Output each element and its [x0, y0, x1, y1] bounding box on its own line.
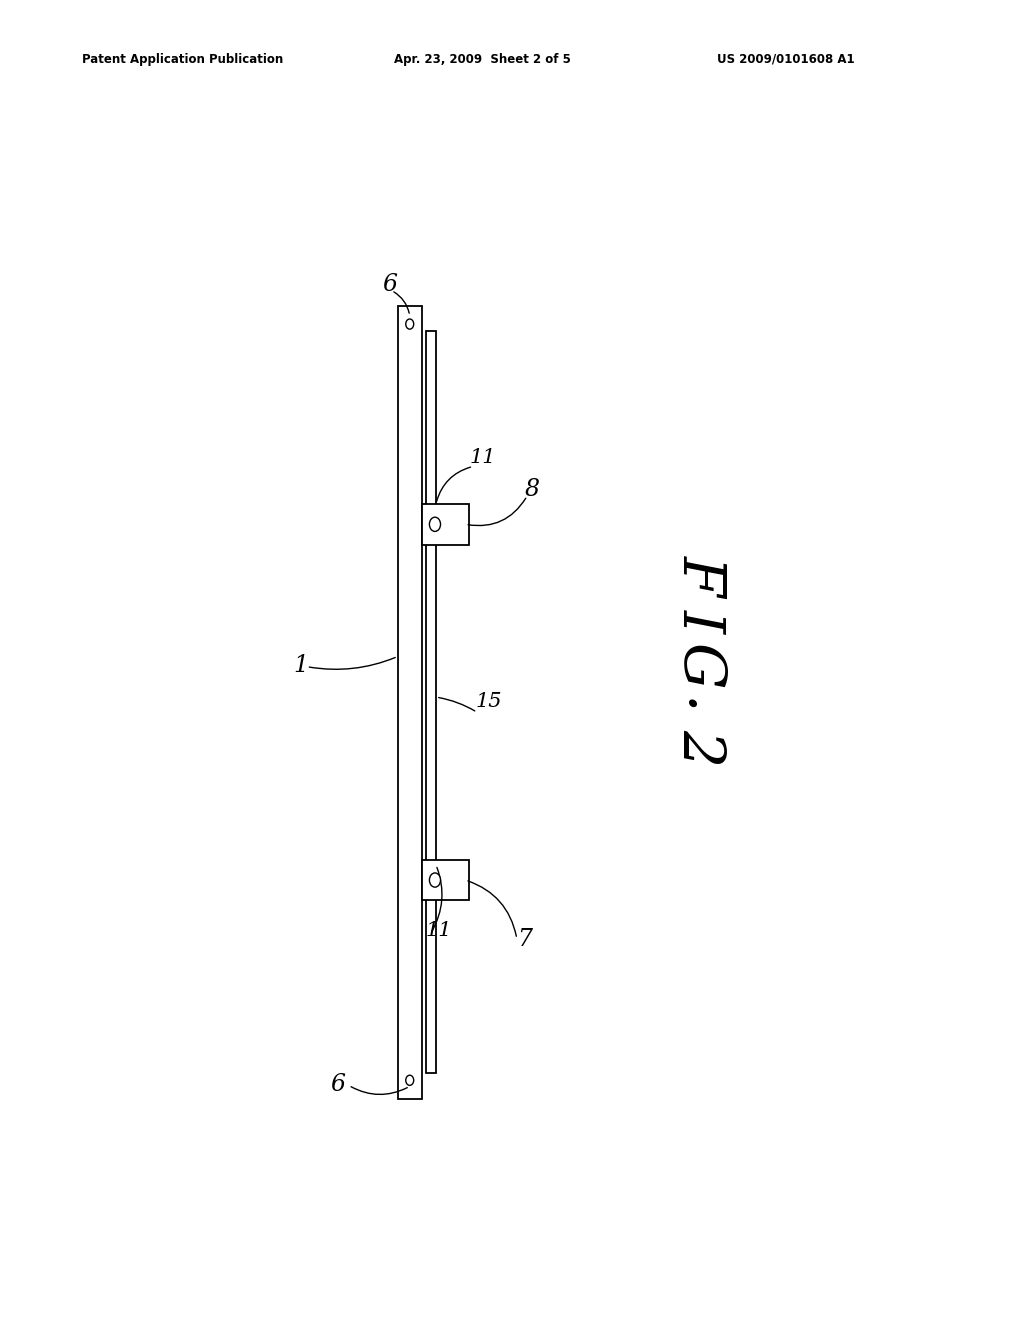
Text: 6: 6: [382, 272, 397, 296]
Text: 6: 6: [331, 1073, 345, 1097]
Text: 7: 7: [517, 928, 531, 952]
Bar: [422, 859, 469, 900]
Text: 8: 8: [524, 478, 540, 500]
Circle shape: [406, 319, 414, 329]
Bar: [426, 331, 436, 1073]
Circle shape: [429, 873, 440, 887]
Text: 15: 15: [475, 692, 502, 711]
Text: Patent Application Publication: Patent Application Publication: [82, 53, 284, 66]
Bar: [397, 306, 422, 1098]
Text: G: G: [671, 643, 728, 690]
Text: 11: 11: [426, 921, 453, 940]
Text: 2: 2: [671, 730, 728, 767]
Text: 11: 11: [469, 449, 496, 467]
Text: 1: 1: [293, 653, 308, 677]
Circle shape: [429, 517, 440, 532]
Text: Apr. 23, 2009  Sheet 2 of 5: Apr. 23, 2009 Sheet 2 of 5: [394, 53, 571, 66]
Circle shape: [406, 1076, 414, 1085]
Text: F: F: [671, 554, 728, 595]
Text: US 2009/0101608 A1: US 2009/0101608 A1: [717, 53, 854, 66]
Bar: [422, 504, 469, 545]
Text: I: I: [671, 610, 728, 632]
Text: .: .: [671, 698, 728, 717]
